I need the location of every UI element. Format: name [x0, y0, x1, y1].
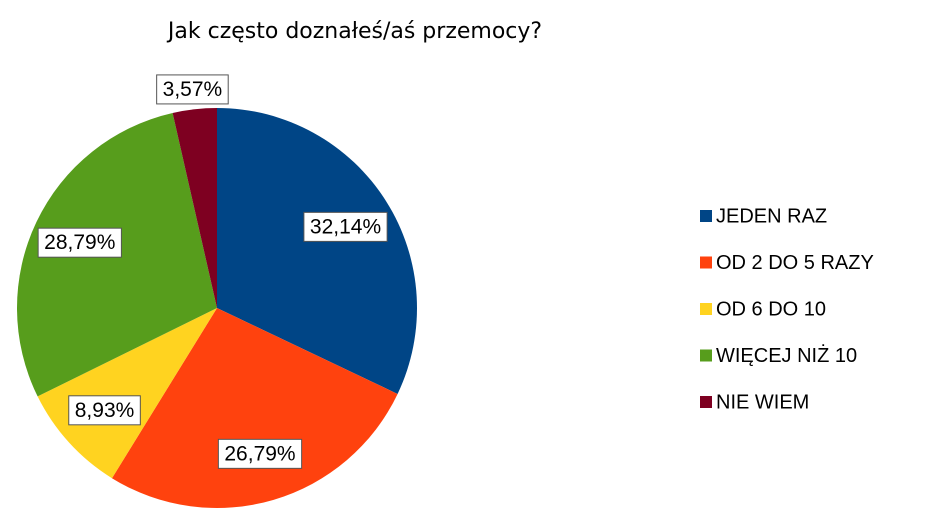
pie-slice	[111, 308, 398, 508]
data-label-box	[68, 395, 141, 426]
data-label: 32,14%	[310, 215, 381, 238]
legend-label: JEDEN RAZ	[716, 205, 827, 227]
data-label: 26,79%	[224, 442, 295, 465]
data-label: 3,57%	[163, 78, 223, 101]
data-label-box	[217, 438, 303, 469]
legend-swatch	[700, 210, 712, 222]
data-label: 8,93%	[75, 399, 135, 422]
legend-swatch	[700, 256, 712, 269]
legend-label: WIĘCEJ NIŻ 10	[716, 344, 857, 367]
legend-label: OD 6 DO 10	[716, 298, 826, 320]
data-label-box	[156, 74, 229, 105]
pie-slice	[37, 308, 217, 479]
legend-label: NIE WIEM	[716, 391, 809, 413]
data-label-box	[303, 211, 388, 242]
legend-label: OD 2 DO 5 RAZY	[716, 252, 874, 274]
data-label: 28,79%	[44, 231, 115, 254]
legend-swatch	[700, 303, 712, 315]
legend-swatch	[700, 396, 712, 408]
pie-slice	[217, 108, 417, 394]
legend-swatch	[700, 349, 712, 362]
data-label-box	[37, 227, 122, 258]
pie-slice	[172, 108, 217, 308]
chart-title: Jak często doznałeś/aś przemocy?	[166, 19, 542, 44]
